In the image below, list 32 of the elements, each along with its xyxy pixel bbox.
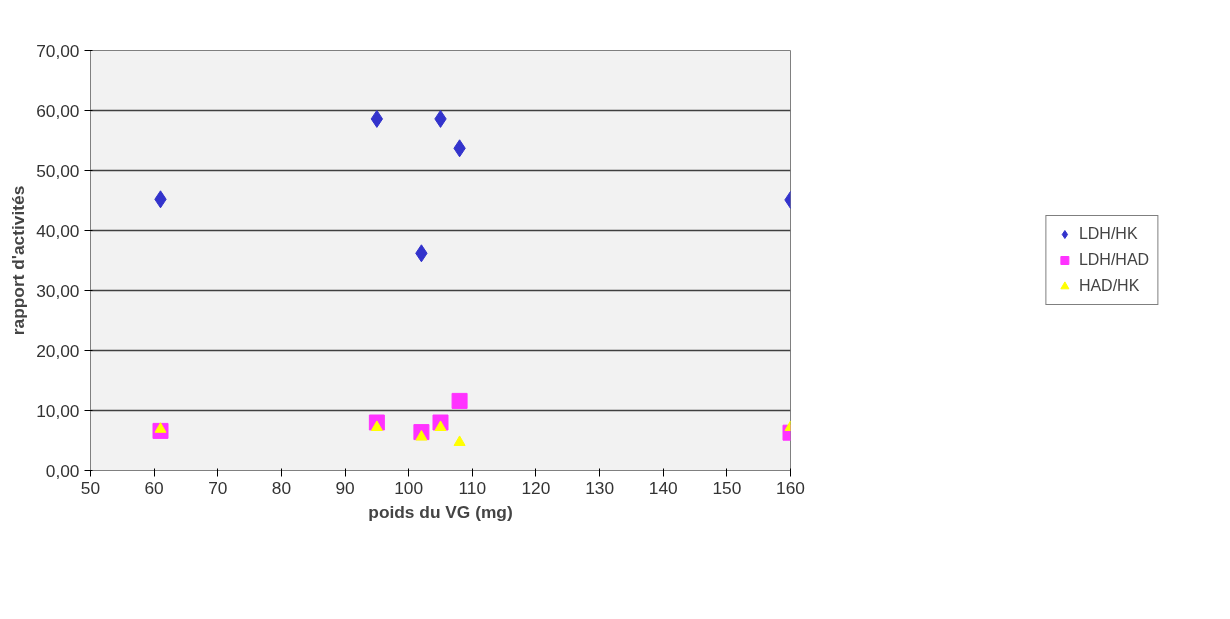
- x-tick-label: 130: [585, 477, 615, 498]
- y-tick-label: 0,00: [45, 460, 80, 481]
- x-tick-label: 70: [208, 477, 228, 498]
- x-tick-label: 140: [648, 477, 678, 498]
- legend-label: HAD/HK: [1078, 277, 1140, 295]
- x-tick-label: 60: [144, 477, 164, 498]
- x-tick-label: 90: [335, 477, 355, 498]
- y-tick-label: 10,00: [36, 400, 80, 421]
- x-tick-label: 50: [80, 477, 101, 498]
- legend-label: LDH/HK: [1078, 225, 1138, 243]
- x-tick-label: 100: [394, 477, 424, 498]
- y-tick-label: 70,00: [36, 40, 80, 61]
- x-tick-label: 160: [776, 477, 805, 498]
- point: [415, 430, 428, 441]
- x-tick-label: 80: [271, 477, 292, 498]
- point: [370, 109, 384, 128]
- y-tick-label: 50,00: [36, 160, 80, 181]
- point: [370, 420, 383, 431]
- x-tick-label: 150: [712, 477, 742, 498]
- x-axis-title: poids du VG (mg): [368, 501, 513, 522]
- y-axis-title: rapport d'activités: [8, 185, 29, 336]
- x-tick-label: 110: [458, 477, 487, 498]
- y-tick-label: 40,00: [36, 220, 80, 241]
- point: [451, 392, 468, 409]
- point: [453, 435, 466, 446]
- y-tick-label: 30,00: [36, 280, 80, 301]
- y-tick-label: 60,00: [36, 100, 80, 121]
- x-tick-label: 120: [521, 477, 551, 498]
- y-tick-label: 20,00: [36, 340, 80, 361]
- legend-label: LDH/HAD: [1078, 251, 1150, 269]
- point: [434, 420, 447, 431]
- point: [154, 422, 167, 433]
